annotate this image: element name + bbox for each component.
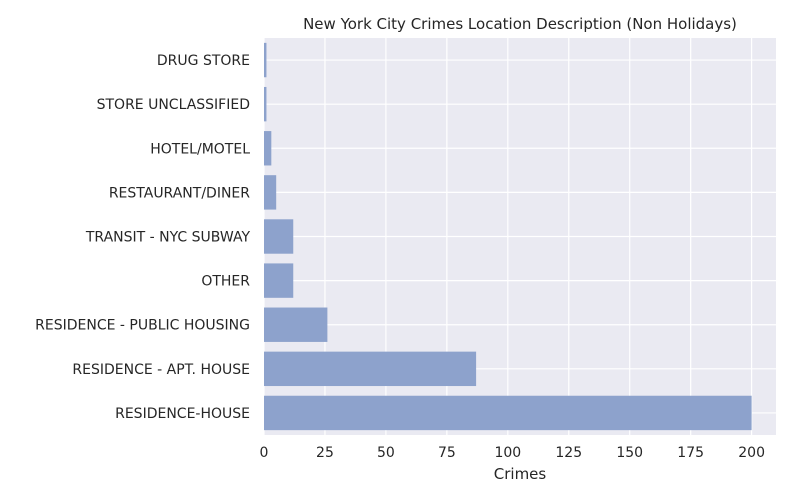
bar xyxy=(264,307,328,342)
x-tick-label: 150 xyxy=(616,445,643,461)
y-tick-label: OTHER xyxy=(201,274,250,290)
y-tick-label: RESIDENCE-HOUSE xyxy=(115,406,250,422)
x-tick-label: 50 xyxy=(377,445,395,461)
y-tick-label: STORE UNCLASSIFIED xyxy=(97,97,250,113)
y-tick-labels: RESIDENCE-HOUSE RESIDENCE - APT. HOUSE RES… xyxy=(35,53,250,422)
x-tick-label: 175 xyxy=(677,445,704,461)
bar xyxy=(264,219,294,254)
y-tick-label: HOTEL/MOTEL xyxy=(150,141,250,157)
chart-title: New York City Crimes Location Descriptio… xyxy=(303,15,737,33)
y-tick-label: TRANSIT - NYC SUBWAY xyxy=(85,230,251,246)
x-tick-label: 75 xyxy=(438,445,456,461)
bar xyxy=(264,395,752,431)
bar xyxy=(264,86,267,122)
x-tick-label: 125 xyxy=(555,445,582,461)
y-tick-label: RESIDENCE - PUBLIC HOUSING xyxy=(35,318,250,334)
bar xyxy=(264,351,477,387)
x-axis-label: Crimes xyxy=(494,465,547,483)
x-tick-label: 200 xyxy=(738,445,765,461)
x-tick-label: 100 xyxy=(494,445,521,461)
bars xyxy=(264,42,752,431)
y-tick-label: RESIDENCE - APT. HOUSE xyxy=(72,362,250,378)
x-tick-label: 0 xyxy=(260,445,269,461)
y-tick-label: RESTAURANT/DINER xyxy=(109,185,250,201)
bar xyxy=(264,42,267,78)
x-tick-labels: 0 25 50 75 100 125 150 175 200 xyxy=(260,445,765,461)
bar xyxy=(264,131,272,166)
x-tick-label: 25 xyxy=(316,445,334,461)
bar xyxy=(264,263,294,298)
y-tick-label: DRUG STORE xyxy=(157,53,250,69)
bar xyxy=(264,175,277,210)
